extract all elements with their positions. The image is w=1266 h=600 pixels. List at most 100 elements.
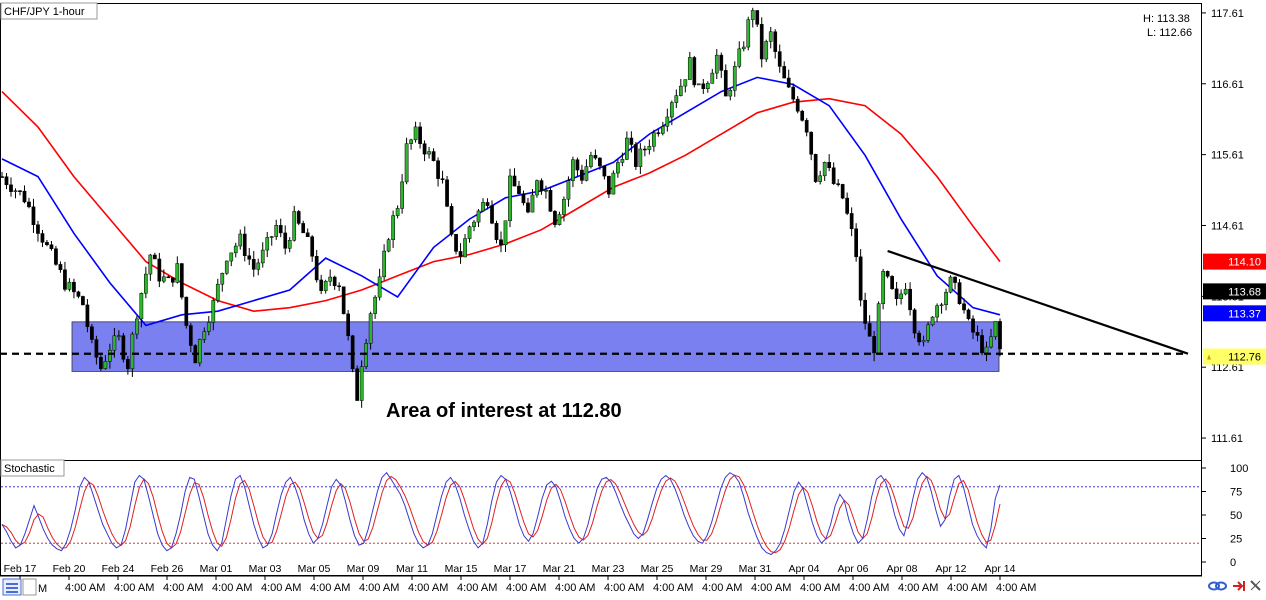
candle-body (251, 259, 256, 270)
candle-body (899, 293, 903, 299)
candle-body (287, 240, 292, 249)
candle-body (953, 276, 957, 283)
candle-body (481, 202, 485, 212)
candle-body (944, 291, 948, 306)
stochastic-tick-label: 100 (1230, 463, 1248, 475)
candle-body (813, 154, 818, 182)
candle-body (184, 296, 189, 326)
candle-body (377, 276, 382, 298)
candle-body (548, 190, 553, 212)
current-price-marker (1207, 354, 1211, 360)
candle-body (463, 238, 467, 258)
candle-body (431, 151, 436, 161)
candle-body (881, 271, 885, 304)
candle-body (908, 288, 912, 311)
candle-body (872, 336, 876, 354)
date-tick-label: Mar 31 (739, 563, 772, 575)
date-tick-label: Feb 17 (4, 563, 37, 575)
area-of-interest-annotation: Area of interest at 112.80 (386, 400, 622, 422)
candle-body (656, 132, 661, 134)
candle-body (499, 239, 503, 246)
candle-body (386, 239, 391, 252)
candle-body (99, 357, 103, 369)
time-tick-label: 4:00 AM (898, 582, 938, 594)
candle-body (364, 343, 368, 367)
candle-body (544, 190, 548, 192)
candle-body (705, 83, 710, 89)
candle-body (490, 205, 494, 224)
candle-body (247, 255, 252, 260)
stochastic-title-box (0, 459, 65, 477)
candle-body (575, 159, 580, 171)
link-icon[interactable] (1208, 581, 1227, 591)
candle-body (854, 228, 858, 258)
candle-body (108, 349, 112, 362)
candle-body (890, 276, 894, 290)
candle-body (696, 83, 701, 86)
candle-body (962, 303, 966, 311)
candle-body (773, 31, 778, 52)
candle-body (629, 137, 634, 145)
time-tick-label: 4:00 AM (310, 582, 350, 594)
candle-body (625, 137, 629, 160)
candle-body (139, 292, 144, 320)
price-tick-label: 115.61 (1211, 150, 1244, 162)
current-price-price-tag (1203, 283, 1266, 300)
candle-body (827, 162, 832, 168)
date-tick-label: Apr 12 (936, 563, 967, 575)
date-tick-label: Feb 26 (151, 563, 184, 575)
candle-body (314, 256, 319, 281)
toolbar-m-label[interactable]: M (38, 583, 47, 595)
candle-body (926, 324, 930, 341)
forward-icon[interactable] (1233, 581, 1245, 591)
candle-body (305, 232, 310, 237)
candle-body (768, 31, 773, 42)
date-tick-label: Apr 14 (985, 563, 1016, 575)
date-tick-label: Feb 20 (53, 563, 86, 575)
candle-body (476, 210, 481, 223)
pin-icon[interactable] (1250, 580, 1261, 591)
candle-body (935, 305, 939, 318)
candle-body (242, 233, 247, 256)
candle-body (341, 286, 346, 315)
candle-body (584, 166, 589, 181)
candle-body (54, 248, 58, 265)
candle-body (157, 258, 162, 282)
candle-body (413, 126, 418, 141)
low-label: L: 112.66 (1147, 27, 1192, 39)
candle-body (719, 54, 724, 71)
candle-body (777, 51, 782, 67)
candle-body (732, 66, 737, 91)
candle-body (90, 326, 94, 340)
sma-red-price-tag-label: 114.10 (1228, 257, 1261, 269)
date-tick-label: Mar 17 (494, 563, 527, 575)
candle-body (238, 233, 243, 247)
candle-body (359, 366, 364, 401)
candle-body (571, 159, 575, 182)
candle-body (957, 282, 962, 305)
toolbar-small-button[interactable] (22, 578, 37, 596)
time-tick-label: 4:00 AM (947, 582, 987, 594)
stochastic-tick-label: 0 (1230, 557, 1236, 569)
candle-body (557, 214, 562, 225)
candle-body (126, 359, 130, 370)
candle-body (876, 303, 881, 354)
candle-body (530, 194, 535, 213)
candle-body (755, 10, 760, 25)
candle-body (660, 126, 665, 134)
candle-body (58, 264, 63, 271)
candle-body (701, 83, 706, 89)
candle-body (4, 176, 9, 186)
date-tick-label: Mar 05 (298, 563, 331, 575)
candle-body (678, 85, 683, 96)
candle-body (539, 180, 544, 191)
candle-body (687, 57, 692, 80)
candle-body (229, 252, 234, 262)
candle-body (795, 98, 800, 112)
date-tick-label: Apr 08 (887, 563, 918, 575)
area-of-interest-zone (71, 321, 1000, 372)
candle-body (427, 151, 431, 155)
candle-body (858, 256, 863, 301)
candle-body (0, 176, 4, 178)
candle-body (103, 361, 108, 369)
